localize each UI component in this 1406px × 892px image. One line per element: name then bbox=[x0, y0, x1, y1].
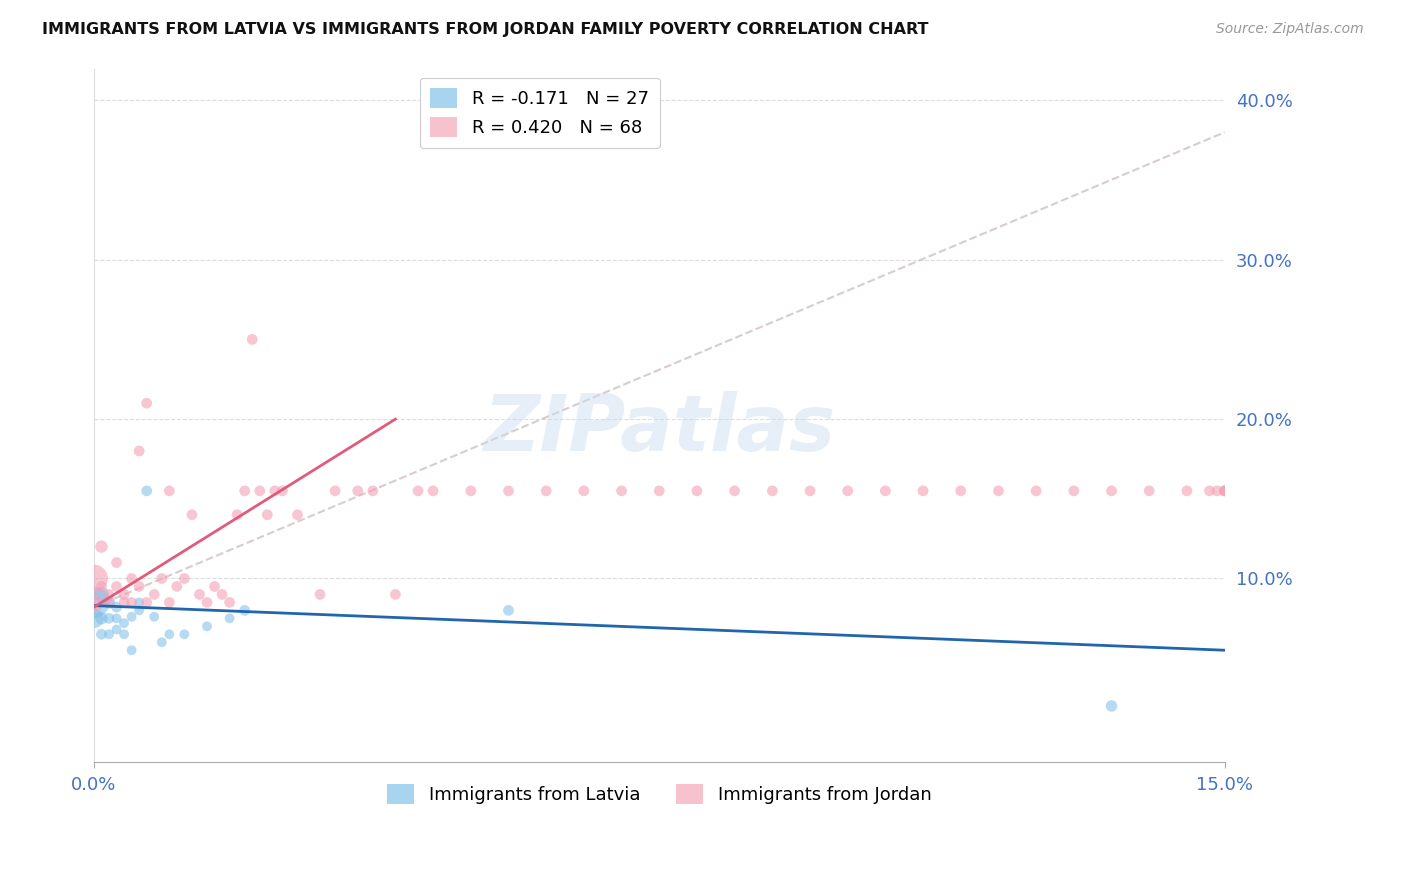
Point bbox=[83, 572, 105, 586]
Point bbox=[121, 572, 143, 586]
Point bbox=[211, 587, 233, 601]
Point bbox=[135, 483, 157, 498]
Point bbox=[143, 609, 166, 624]
Point bbox=[173, 572, 195, 586]
Point bbox=[460, 483, 482, 498]
Point bbox=[173, 627, 195, 641]
Point bbox=[218, 595, 240, 609]
Point bbox=[287, 508, 309, 522]
Point bbox=[128, 595, 150, 609]
Point bbox=[218, 611, 240, 625]
Point bbox=[256, 508, 278, 522]
Point bbox=[1101, 698, 1123, 713]
Point bbox=[233, 483, 256, 498]
Point bbox=[105, 623, 128, 637]
Point bbox=[686, 483, 709, 498]
Point bbox=[875, 483, 897, 498]
Point bbox=[912, 483, 935, 498]
Point bbox=[1198, 483, 1220, 498]
Point bbox=[422, 483, 444, 498]
Point bbox=[112, 616, 135, 631]
Point bbox=[90, 627, 112, 641]
Point bbox=[837, 483, 859, 498]
Point bbox=[1137, 483, 1160, 498]
Point bbox=[1063, 483, 1085, 498]
Text: ZIPatlas: ZIPatlas bbox=[484, 391, 835, 467]
Point bbox=[105, 556, 128, 570]
Point bbox=[323, 483, 346, 498]
Point bbox=[121, 643, 143, 657]
Point bbox=[121, 609, 143, 624]
Point bbox=[135, 396, 157, 410]
Point bbox=[987, 483, 1010, 498]
Point bbox=[188, 587, 211, 601]
Point bbox=[143, 587, 166, 601]
Point bbox=[105, 579, 128, 593]
Point bbox=[90, 611, 112, 625]
Point bbox=[240, 333, 263, 347]
Point bbox=[1025, 483, 1047, 498]
Point bbox=[249, 483, 271, 498]
Point bbox=[1206, 483, 1229, 498]
Point bbox=[98, 587, 121, 601]
Point bbox=[112, 627, 135, 641]
Point bbox=[98, 595, 121, 609]
Point bbox=[128, 444, 150, 458]
Point bbox=[949, 483, 972, 498]
Point bbox=[98, 595, 121, 609]
Point bbox=[384, 587, 406, 601]
Text: Source: ZipAtlas.com: Source: ZipAtlas.com bbox=[1216, 22, 1364, 37]
Point bbox=[157, 483, 180, 498]
Point bbox=[572, 483, 595, 498]
Point bbox=[1213, 483, 1236, 498]
Point bbox=[157, 627, 180, 641]
Point bbox=[309, 587, 332, 601]
Text: IMMIGRANTS FROM LATVIA VS IMMIGRANTS FROM JORDAN FAMILY POVERTY CORRELATION CHAR: IMMIGRANTS FROM LATVIA VS IMMIGRANTS FRO… bbox=[42, 22, 929, 37]
Point bbox=[204, 579, 226, 593]
Point bbox=[128, 603, 150, 617]
Point bbox=[98, 611, 121, 625]
Point bbox=[105, 600, 128, 615]
Point bbox=[150, 635, 173, 649]
Point bbox=[534, 483, 557, 498]
Point bbox=[83, 595, 105, 609]
Point bbox=[761, 483, 783, 498]
Point bbox=[648, 483, 671, 498]
Point bbox=[157, 595, 180, 609]
Point bbox=[83, 611, 105, 625]
Point bbox=[1175, 483, 1198, 498]
Point bbox=[195, 619, 218, 633]
Point bbox=[610, 483, 633, 498]
Point bbox=[83, 595, 105, 609]
Point bbox=[90, 587, 112, 601]
Point bbox=[498, 483, 520, 498]
Point bbox=[90, 579, 112, 593]
Point bbox=[263, 483, 285, 498]
Point bbox=[135, 595, 157, 609]
Point bbox=[406, 483, 429, 498]
Point bbox=[90, 540, 112, 554]
Point bbox=[1101, 483, 1123, 498]
Point bbox=[128, 579, 150, 593]
Point bbox=[150, 572, 173, 586]
Point bbox=[271, 483, 294, 498]
Point bbox=[346, 483, 368, 498]
Point bbox=[498, 603, 520, 617]
Point bbox=[1213, 483, 1236, 498]
Legend: Immigrants from Latvia, Immigrants from Jordan: Immigrants from Latvia, Immigrants from … bbox=[377, 773, 942, 815]
Point bbox=[112, 587, 135, 601]
Point bbox=[226, 508, 249, 522]
Point bbox=[166, 579, 188, 593]
Point bbox=[105, 611, 128, 625]
Point bbox=[724, 483, 747, 498]
Point bbox=[195, 595, 218, 609]
Point bbox=[1213, 483, 1236, 498]
Point bbox=[361, 483, 384, 498]
Point bbox=[98, 627, 121, 641]
Point bbox=[180, 508, 202, 522]
Point bbox=[112, 595, 135, 609]
Point bbox=[121, 595, 143, 609]
Point bbox=[799, 483, 821, 498]
Point bbox=[233, 603, 256, 617]
